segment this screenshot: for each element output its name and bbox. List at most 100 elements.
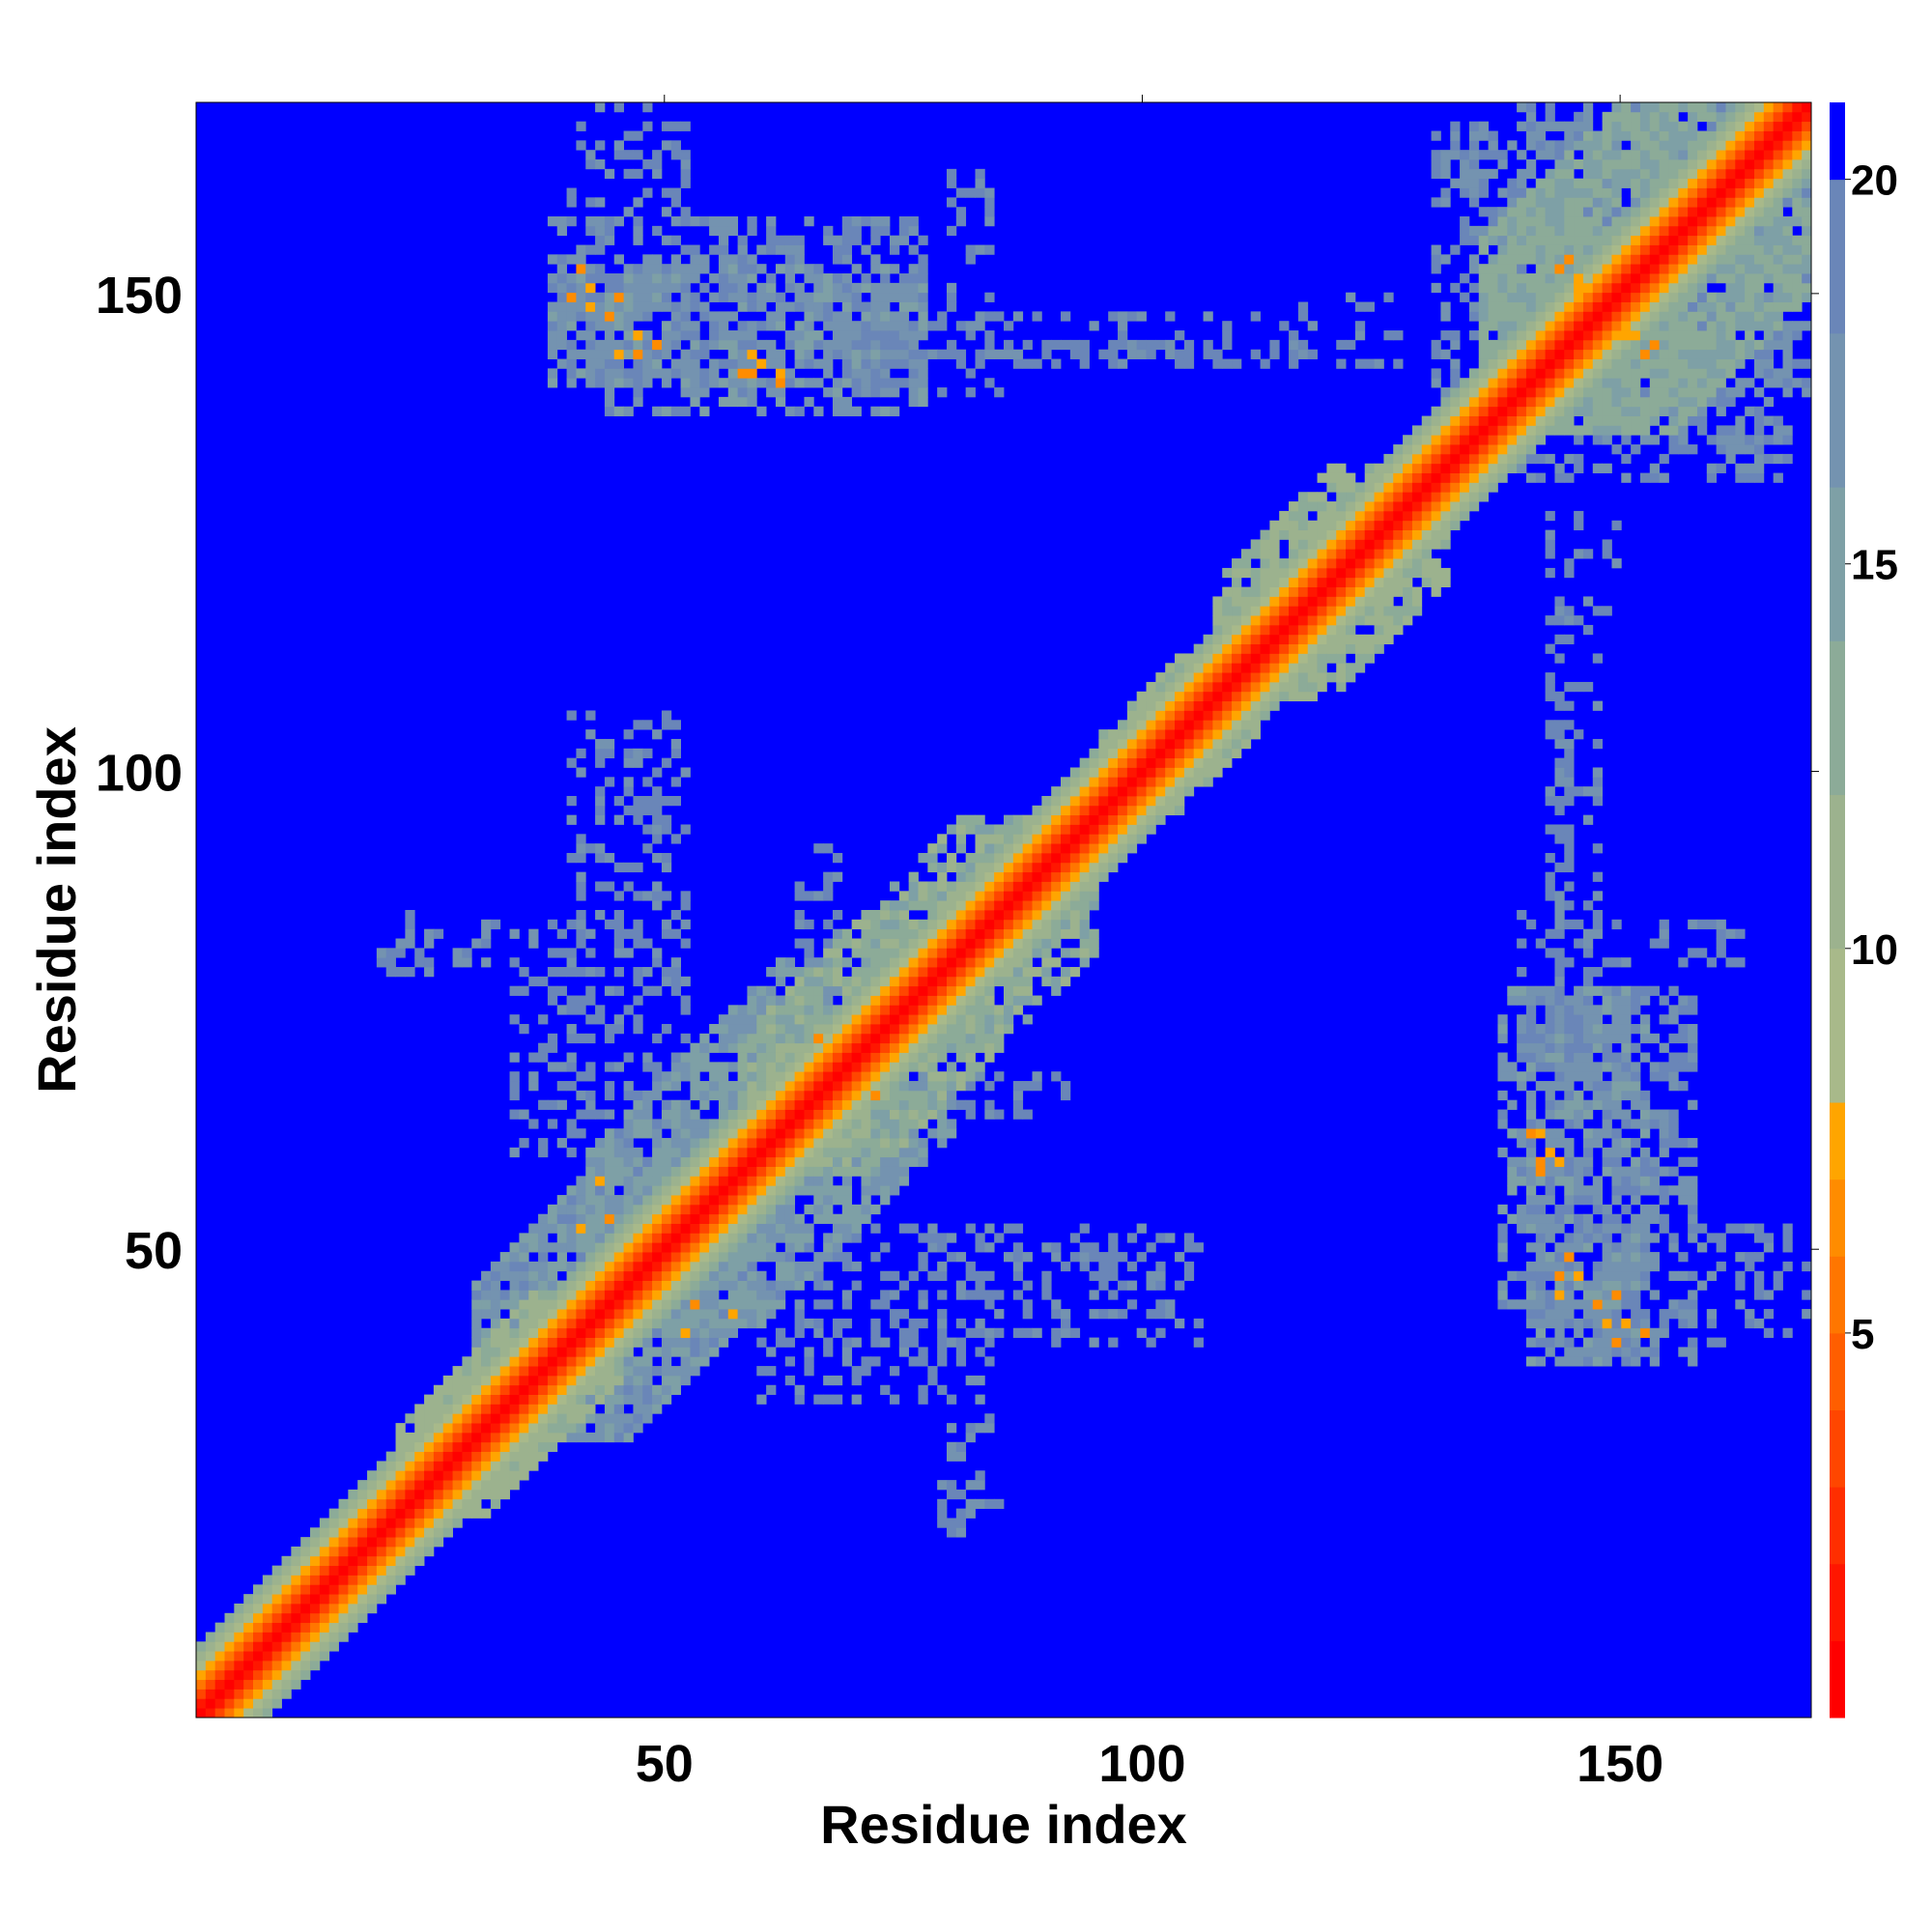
heatmap-cell	[975, 881, 985, 892]
heatmap-cell	[709, 311, 720, 322]
heatmap-cell	[1269, 558, 1280, 569]
heatmap-cell	[804, 957, 814, 968]
heatmap-cell	[490, 1432, 501, 1443]
heatmap-cell	[566, 1347, 577, 1357]
heatmap-cell	[661, 1024, 672, 1035]
heatmap-cell	[1545, 1033, 1555, 1044]
heatmap-cell	[585, 292, 596, 302]
heatmap-cell	[585, 710, 596, 721]
heatmap-cell	[490, 1290, 501, 1300]
heatmap-cell	[1289, 672, 1299, 683]
heatmap-cell	[955, 1527, 967, 1538]
heatmap-cell	[804, 292, 814, 302]
heatmap-cell	[1061, 1318, 1071, 1329]
heatmap-cell	[462, 1451, 472, 1462]
heatmap-cell	[1545, 1309, 1555, 1320]
heatmap-cell	[509, 1052, 520, 1063]
heatmap-cell	[490, 1480, 501, 1491]
heatmap-cell	[1279, 520, 1290, 530]
heatmap-cell	[946, 339, 957, 351]
heatmap-cell	[547, 1299, 558, 1310]
heatmap-cell	[965, 368, 976, 379]
heatmap-cell	[1460, 501, 1470, 512]
heatmap-cell	[766, 1299, 777, 1310]
heatmap-cell	[1440, 168, 1451, 180]
heatmap-cell	[880, 1042, 891, 1053]
heatmap-cell	[1155, 1261, 1166, 1272]
heatmap-cell	[1155, 777, 1166, 787]
heatmap-cell	[604, 881, 615, 892]
heatmap-cell	[889, 244, 900, 255]
heatmap-cell	[1146, 349, 1156, 359]
heatmap-cell	[1497, 358, 1508, 369]
heatmap-cell	[727, 1290, 739, 1300]
heatmap-cell	[633, 1204, 643, 1215]
heatmap-cell	[652, 1347, 663, 1357]
heatmap-cell	[937, 1337, 948, 1348]
heatmap-cell	[1431, 577, 1441, 587]
heatmap-cell	[794, 1280, 805, 1291]
heatmap-cell	[756, 1052, 767, 1063]
heatmap-cell	[538, 1394, 549, 1405]
heatmap-cell	[1089, 1309, 1099, 1320]
heatmap-cell	[775, 1033, 786, 1044]
heatmap-cell	[585, 1156, 596, 1167]
heatmap-cell	[1554, 292, 1565, 302]
heatmap-cell	[414, 1404, 425, 1414]
heatmap-cell	[509, 1270, 520, 1281]
heatmap-cell	[652, 1242, 663, 1253]
heatmap-cell	[737, 235, 748, 245]
heatmap-cell	[424, 938, 435, 949]
heatmap-cell	[737, 1024, 748, 1035]
heatmap-cell	[1089, 891, 1099, 901]
heatmap-cell	[1022, 862, 1033, 873]
heatmap-cell	[1212, 663, 1223, 673]
heatmap-cell	[1545, 539, 1555, 550]
heatmap-cell	[490, 1299, 501, 1310]
heatmap-cell	[1004, 824, 1014, 835]
heatmap-cell	[623, 339, 634, 351]
heatmap-cell	[1517, 1204, 1527, 1215]
heatmap-cell	[243, 1594, 254, 1605]
heatmap-cell	[1061, 928, 1071, 939]
heatmap-cell	[1564, 1299, 1575, 1310]
heatmap-cell	[1336, 510, 1347, 522]
heatmap-cell	[775, 1185, 786, 1196]
heatmap-cell	[1545, 1213, 1555, 1224]
heatmap-cell	[1260, 634, 1270, 645]
heatmap-cell	[1240, 691, 1252, 702]
heatmap-cell	[918, 1318, 928, 1329]
heatmap-cell	[604, 216, 615, 227]
heatmap-cell	[861, 244, 871, 255]
heatmap-cell	[927, 843, 938, 854]
heatmap-cell	[661, 1375, 672, 1386]
heatmap-cell	[747, 1176, 757, 1186]
heatmap-cell	[281, 1679, 292, 1690]
heatmap-cell	[595, 1280, 606, 1291]
heatmap-cell	[823, 957, 834, 968]
heatmap-cell	[1155, 720, 1166, 730]
heatmap-cell	[1554, 282, 1565, 294]
heatmap-cell	[804, 378, 814, 388]
heatmap-cell	[481, 957, 492, 968]
heatmap-cell	[652, 786, 663, 797]
heatmap-cell	[1535, 1290, 1547, 1300]
heatmap-cell	[794, 282, 805, 294]
heatmap-cell	[1393, 520, 1404, 530]
heatmap-cell	[604, 1024, 615, 1035]
heatmap-cell	[300, 1632, 311, 1642]
heatmap-cell	[300, 1651, 311, 1662]
heatmap-cell	[747, 1024, 757, 1035]
heatmap-cell	[1118, 834, 1128, 844]
heatmap-cell	[870, 1081, 881, 1092]
heatmap-cell	[1431, 406, 1441, 416]
heatmap-cell	[737, 368, 748, 379]
heatmap-cell	[1545, 1347, 1555, 1357]
heatmap-cell	[898, 1042, 910, 1053]
heatmap-cell	[556, 1375, 567, 1386]
heatmap-cell	[1250, 539, 1261, 550]
heatmap-cell	[823, 1109, 834, 1120]
heatmap-cell	[1193, 1242, 1204, 1253]
heatmap-cell	[1488, 150, 1498, 160]
heatmap-cell	[1155, 339, 1166, 351]
